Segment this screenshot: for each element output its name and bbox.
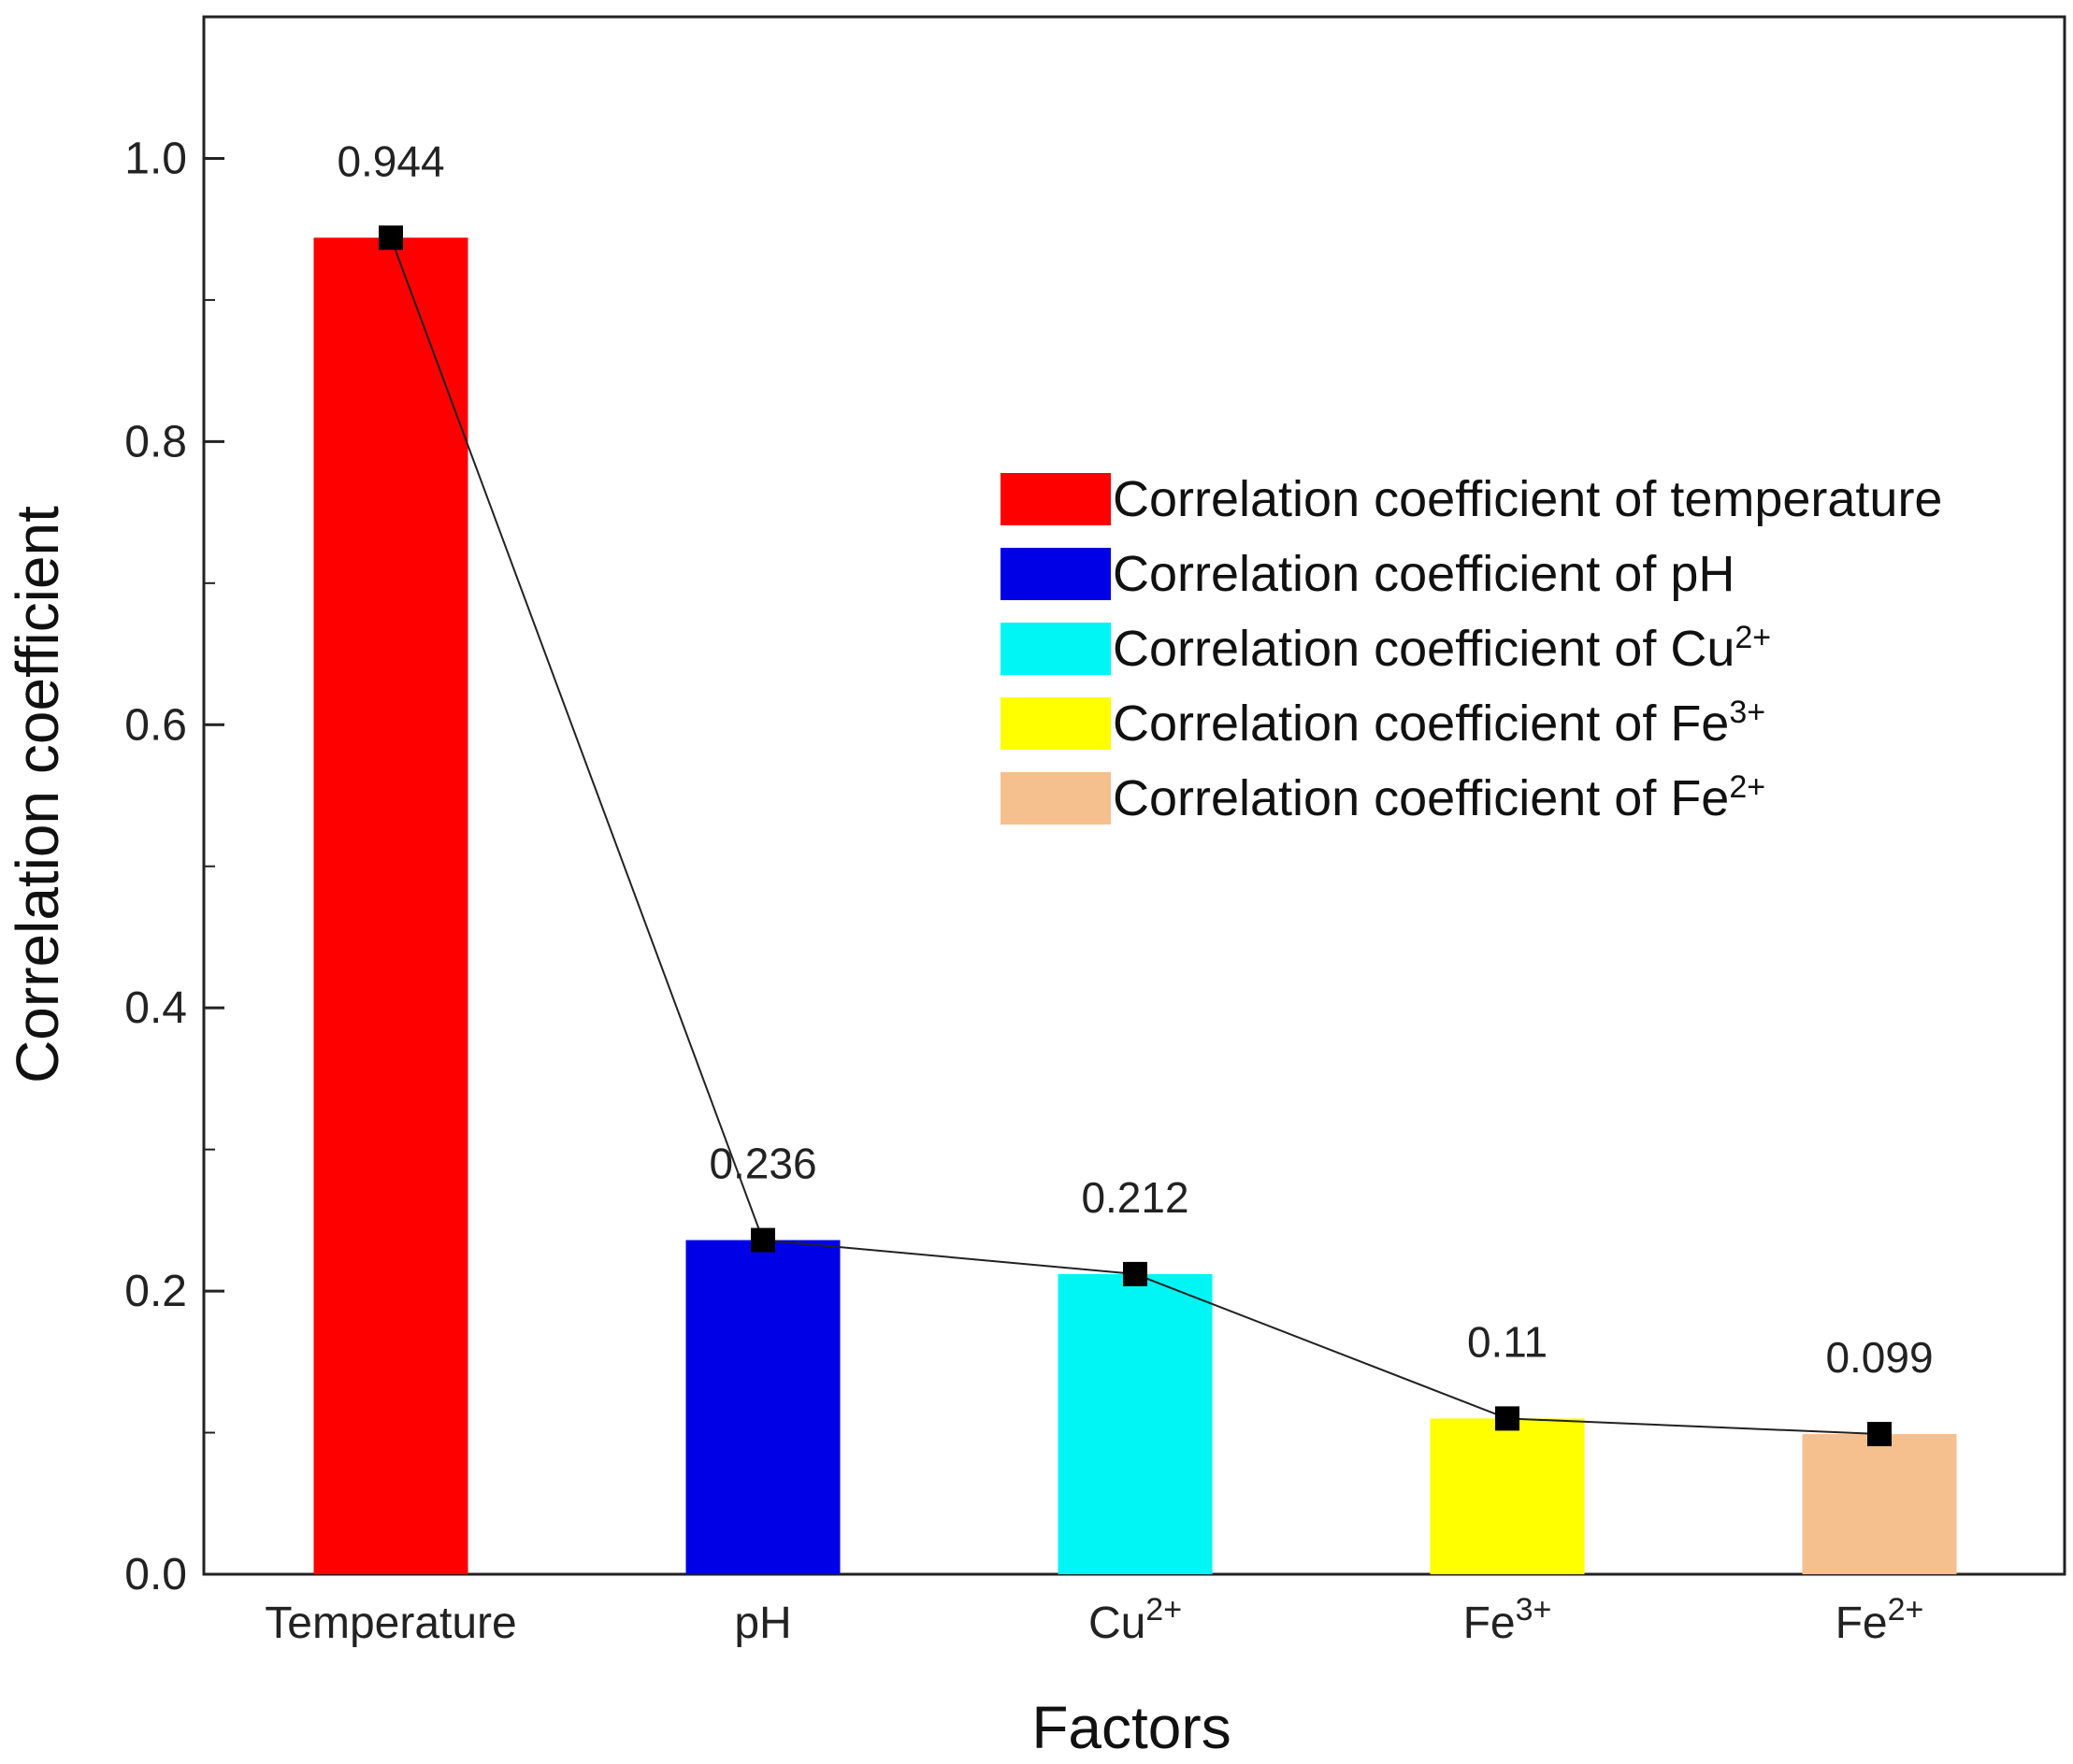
line-marker [751, 1227, 775, 1253]
legend-label: Correlation coefficient of Fe3+ [1113, 695, 1765, 752]
bar [1058, 1273, 1213, 1574]
bars [313, 237, 1957, 1575]
x-category-label: Fe3+ [1463, 1592, 1552, 1648]
bar [313, 237, 468, 1575]
legend-label: Correlation coefficient of temperature [1113, 471, 1942, 527]
data-label: 0.212 [1081, 1173, 1188, 1222]
bar [685, 1240, 841, 1574]
bar [1802, 1434, 1957, 1574]
legend-label: Correlation coefficient of Fe2+ [1113, 769, 1765, 826]
line-marker [379, 225, 403, 251]
y-tick-label: 0.2 [124, 1267, 187, 1316]
legend-swatch [1001, 548, 1111, 600]
legend-swatch [1001, 473, 1111, 525]
trend-line [379, 225, 1892, 1447]
x-category-label: Temperature [265, 1599, 516, 1648]
data-label: 0.236 [709, 1140, 816, 1188]
y-tick-label: 0.0 [124, 1550, 187, 1599]
legend-swatch [1001, 623, 1111, 675]
legend-swatch [1001, 697, 1111, 750]
legend: Correlation coefficient of temperature Co… [1001, 471, 1942, 826]
y-axis: 0.0 0.2 0.4 0.6 0.8 1.0 [124, 16, 224, 1599]
data-label: 0.11 [1467, 1317, 1548, 1366]
x-axis-title: Factors [1031, 1694, 1231, 1761]
line-marker [1867, 1422, 1892, 1447]
y-tick-label: 1.0 [124, 134, 187, 183]
x-category-label: Cu2+ [1088, 1592, 1182, 1648]
legend-swatch [1001, 772, 1111, 825]
y-tick-label: 0.8 [124, 417, 187, 466]
data-label: 0.944 [337, 136, 444, 185]
data-label: 0.099 [1825, 1333, 1933, 1382]
x-axis-categories: Temperature pH Cu2+ Fe3+ Fe2+ [265, 1592, 1923, 1648]
line-path [390, 237, 1880, 1436]
x-category-label: pH [734, 1599, 791, 1648]
y-axis-title: Correlation coefficient [4, 506, 71, 1083]
y-tick-label: 0.6 [124, 700, 187, 750]
legend-label: Correlation coefficient of Cu2+ [1113, 620, 1771, 677]
data-labels: 0.944 0.236 0.212 0.11 0.099 [337, 136, 1933, 1382]
legend-label: Correlation coefficient of pH [1113, 546, 1735, 602]
bar [1430, 1418, 1585, 1574]
x-category-label: Fe2+ [1835, 1592, 1924, 1648]
line-marker [1495, 1406, 1519, 1431]
line-marker [1123, 1261, 1147, 1286]
y-tick-label: 0.4 [124, 983, 187, 1033]
